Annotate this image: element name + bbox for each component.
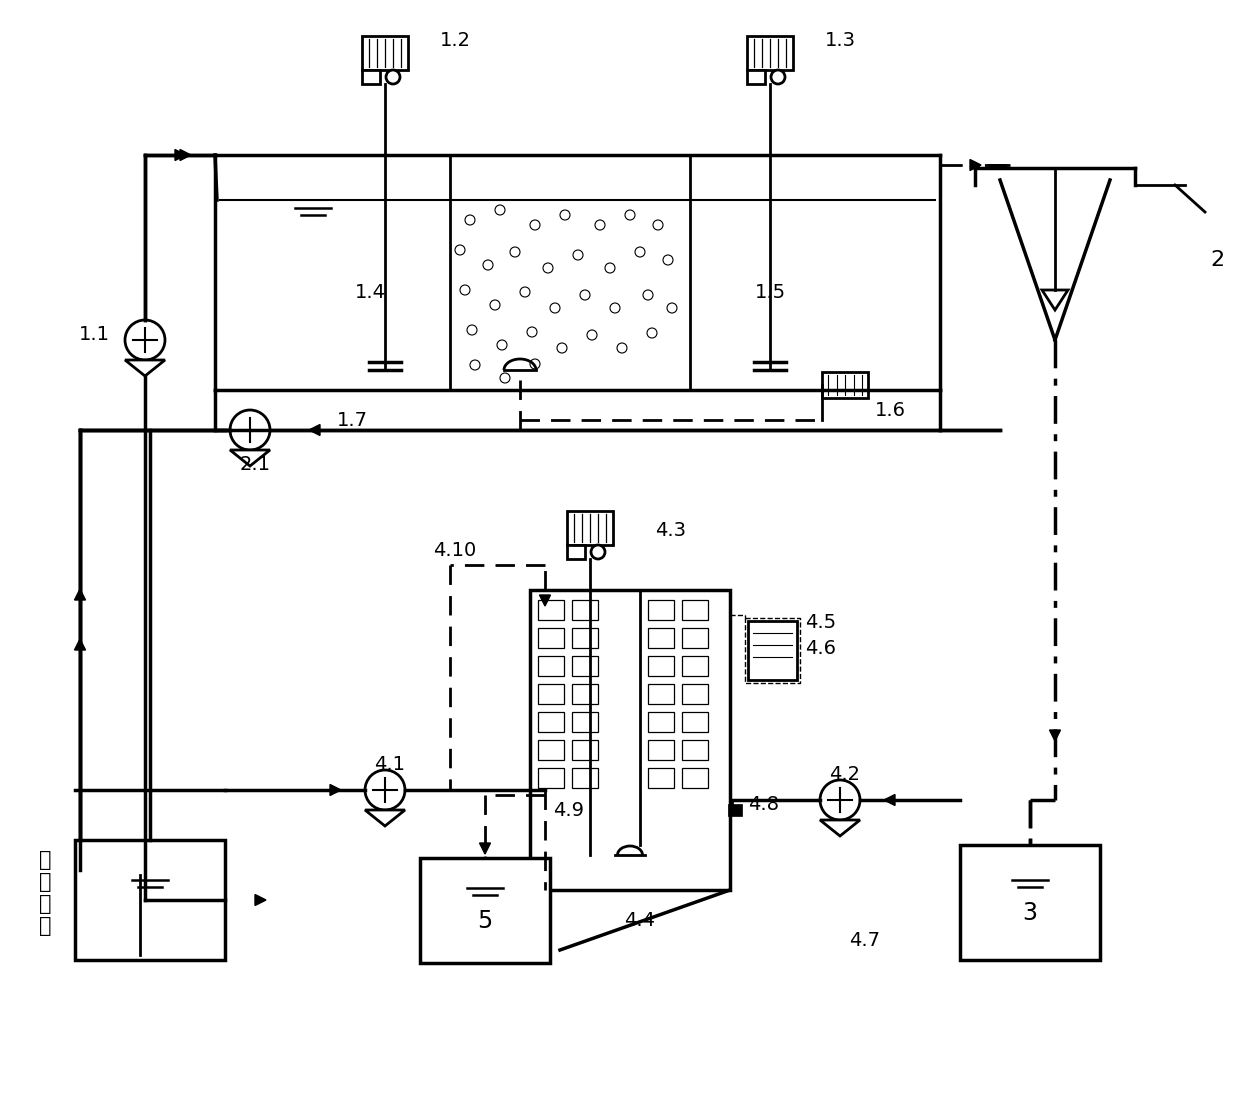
- Bar: [649, 600, 675, 620]
- Circle shape: [125, 320, 165, 360]
- Polygon shape: [820, 819, 861, 836]
- Bar: [682, 600, 708, 620]
- Bar: [538, 600, 564, 620]
- Circle shape: [386, 70, 401, 84]
- Text: 4.7: 4.7: [849, 930, 880, 950]
- Bar: [538, 768, 564, 788]
- Bar: [746, 36, 794, 70]
- Text: 3: 3: [1023, 901, 1038, 925]
- Text: 4.1: 4.1: [374, 756, 405, 774]
- Bar: [420, 858, 551, 963]
- Text: 5: 5: [477, 908, 492, 932]
- Polygon shape: [330, 784, 341, 795]
- Polygon shape: [1042, 290, 1068, 310]
- Bar: [538, 685, 564, 704]
- Bar: [822, 372, 868, 398]
- Bar: [538, 740, 564, 760]
- Bar: [572, 768, 598, 788]
- Polygon shape: [180, 149, 191, 160]
- Polygon shape: [480, 842, 491, 853]
- Bar: [572, 712, 598, 732]
- Polygon shape: [74, 638, 86, 651]
- Bar: [572, 627, 598, 648]
- Circle shape: [771, 70, 785, 84]
- Bar: [572, 685, 598, 704]
- Bar: [649, 768, 675, 788]
- Bar: [682, 740, 708, 760]
- Text: 2: 2: [1210, 250, 1224, 270]
- Circle shape: [229, 410, 270, 450]
- Bar: [649, 685, 675, 704]
- Bar: [538, 656, 564, 676]
- Polygon shape: [309, 425, 320, 436]
- Bar: [362, 70, 379, 84]
- Bar: [682, 712, 708, 732]
- Text: 1.5: 1.5: [754, 283, 786, 302]
- Text: 4.8: 4.8: [748, 795, 779, 814]
- Bar: [572, 600, 598, 620]
- Bar: [538, 712, 564, 732]
- Text: 1.6: 1.6: [875, 400, 906, 419]
- Bar: [567, 545, 585, 559]
- Bar: [748, 621, 797, 680]
- Bar: [682, 768, 708, 788]
- Polygon shape: [125, 360, 165, 376]
- Bar: [682, 627, 708, 648]
- Bar: [567, 511, 613, 545]
- Text: 1.4: 1.4: [355, 283, 386, 302]
- Polygon shape: [1049, 730, 1060, 740]
- Circle shape: [365, 770, 405, 810]
- Text: 水: 水: [38, 894, 51, 914]
- Polygon shape: [539, 595, 551, 606]
- Text: 4.9: 4.9: [553, 801, 584, 819]
- Text: 1.3: 1.3: [825, 31, 856, 49]
- Text: 4.6: 4.6: [805, 638, 836, 657]
- Text: 水: 水: [38, 872, 51, 892]
- Circle shape: [820, 780, 861, 819]
- Bar: [538, 627, 564, 648]
- Bar: [682, 685, 708, 704]
- Text: 2.1: 2.1: [239, 455, 270, 475]
- Bar: [572, 656, 598, 676]
- Text: 箱: 箱: [38, 916, 51, 936]
- Text: 原: 原: [38, 850, 51, 870]
- Bar: [960, 845, 1100, 960]
- Polygon shape: [175, 149, 186, 160]
- Polygon shape: [255, 894, 267, 905]
- Bar: [728, 804, 742, 816]
- Bar: [649, 740, 675, 760]
- Polygon shape: [229, 450, 270, 466]
- Bar: [649, 656, 675, 676]
- Bar: [682, 656, 708, 676]
- Polygon shape: [365, 810, 405, 826]
- Bar: [649, 712, 675, 732]
- Bar: [362, 36, 408, 70]
- Text: 4.2: 4.2: [830, 766, 861, 784]
- Text: 4.4: 4.4: [625, 911, 656, 929]
- Text: 1.1: 1.1: [79, 326, 110, 344]
- Bar: [746, 70, 765, 84]
- Text: 1.7: 1.7: [337, 410, 368, 430]
- Polygon shape: [884, 794, 895, 805]
- Circle shape: [591, 545, 605, 559]
- Text: 4.5: 4.5: [805, 613, 836, 633]
- Text: 1.2: 1.2: [440, 31, 471, 49]
- Polygon shape: [539, 875, 551, 886]
- Text: 4.10: 4.10: [433, 541, 476, 559]
- Bar: [649, 627, 675, 648]
- Polygon shape: [74, 589, 86, 600]
- Polygon shape: [970, 159, 981, 170]
- Bar: [74, 840, 224, 960]
- Text: 4.3: 4.3: [655, 520, 686, 540]
- Bar: [529, 590, 730, 890]
- Bar: [572, 740, 598, 760]
